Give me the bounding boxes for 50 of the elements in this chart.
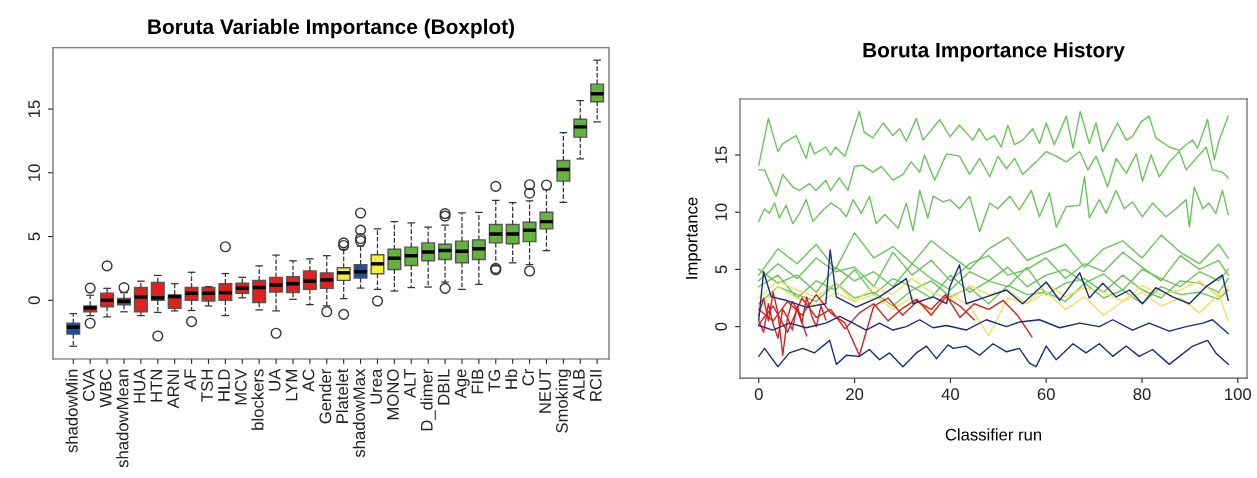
y-tick-label: 10 <box>715 203 727 221</box>
x-tick-label: blockers <box>251 369 264 430</box>
x-tick-label: ALT <box>404 369 416 398</box>
y-tick-label: 15 <box>715 146 727 163</box>
x-tick-label: Urea <box>370 368 382 404</box>
x-tick-label: Gender <box>319 368 332 424</box>
x-tick-label: 20 <box>846 388 864 401</box>
x-tick-label: HLD <box>218 369 230 401</box>
x-tick-label: D_dimer <box>420 368 436 431</box>
x-tick-label: NEUT <box>539 369 551 413</box>
chart-title: Boruta Importance History <box>863 42 1125 62</box>
x-tick-label: Smoking <box>555 369 572 433</box>
x-tick-label: MONO <box>387 369 399 420</box>
x-tick-label: MCV <box>234 368 247 405</box>
x-tick-label: RCII <box>589 370 602 401</box>
y-tick-label: 0 <box>28 296 40 305</box>
x-tick-label: FIB <box>471 369 484 394</box>
x-tick-label: shadowMax <box>352 368 366 458</box>
y-tick-label: 5 <box>715 265 727 274</box>
x-tick-label: 0 <box>754 388 763 401</box>
y-tick-label: 10 <box>28 164 40 181</box>
y-tick-label: 5 <box>28 232 40 241</box>
x-tick-label: AF <box>184 369 196 390</box>
x-tick-label: 60 <box>1037 388 1055 401</box>
chart-title: Boruta Variable Importance (Boxplot) <box>148 18 515 39</box>
x-tick-label: CVA <box>82 368 95 401</box>
x-axis-title: Classifier run <box>945 428 1042 441</box>
x-tick-label: ARNI <box>167 370 179 409</box>
x-tick-label: Hb <box>504 369 518 389</box>
y-tick-label: 15 <box>28 100 40 118</box>
x-tick-label: TG <box>488 369 501 392</box>
x-tick-label: ALB <box>573 369 585 401</box>
x-tick-label: shadowMin <box>65 369 78 453</box>
y-axis-title: Importance <box>685 197 701 279</box>
x-tick-label: WBC <box>99 369 112 408</box>
x-tick-label: shadowMean <box>116 369 129 468</box>
x-tick-label: Platelet <box>335 368 349 423</box>
x-tick-label: 40 <box>941 388 960 401</box>
x-tick-label: DBIL <box>437 369 450 405</box>
x-tick-label: LYM <box>285 370 298 401</box>
x-tick-label: HUA <box>133 368 146 403</box>
x-tick-label: TSH <box>201 370 213 402</box>
x-tick-label: 100 <box>1225 388 1252 401</box>
x-tick-label: Cr <box>522 368 535 386</box>
x-tick-label: Age <box>454 369 470 399</box>
x-tick-label: UA <box>268 368 281 391</box>
x-tick-label: 80 <box>1133 388 1151 401</box>
y-tick-label: 0 <box>715 322 727 331</box>
x-tick-label: AC <box>302 369 315 392</box>
x-tick-label: HTN <box>150 370 163 402</box>
